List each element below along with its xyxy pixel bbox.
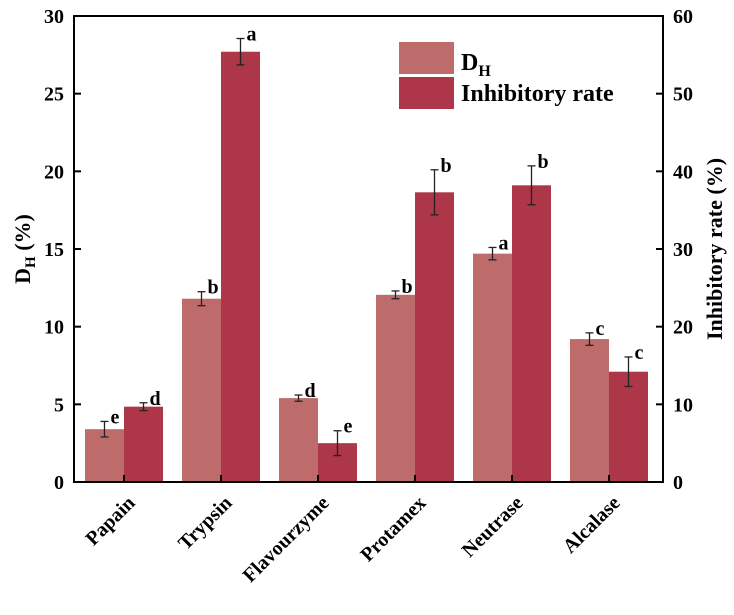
significance-letter: b — [538, 151, 549, 173]
significance-letter: a — [247, 24, 257, 46]
x-tick-label: Papain — [82, 492, 140, 550]
left-tick-label: 20 — [44, 161, 64, 183]
x-tick-label: Alcalase — [559, 492, 625, 558]
x-tick-label: Flavourzyme — [239, 492, 334, 587]
significance-letter: b — [441, 155, 452, 177]
right-tick-label: 20 — [673, 317, 693, 339]
right-tick-label: 40 — [673, 161, 693, 183]
left-tick-label: 15 — [44, 239, 64, 261]
right-tick-label: 30 — [673, 239, 693, 261]
legend-label-dh: DH — [461, 50, 491, 80]
significance-letter: e — [344, 416, 353, 438]
bar-inhibitory — [609, 371, 648, 482]
x-tick-label: Trypsin — [174, 492, 236, 554]
significance-letter: b — [208, 277, 219, 299]
significance-letter: e — [111, 406, 120, 428]
bar-dh — [279, 398, 318, 482]
bar-dh — [473, 253, 512, 482]
right-tick-label: 60 — [673, 6, 693, 28]
x-tick-label: Protamex — [356, 492, 430, 566]
bar-dh — [570, 339, 609, 482]
legend-label-inhibitory: Inhibitory rate — [461, 81, 614, 107]
legend-swatch-inhibitory — [399, 77, 454, 109]
bar-inhibitory — [415, 192, 454, 482]
right-tick-label: 0 — [673, 472, 683, 494]
right-axis-label: Inhibitory rate (%) — [702, 158, 727, 340]
bar-inhibitory — [124, 406, 163, 482]
left-tick-label: 30 — [44, 6, 64, 28]
x-tick-label: Neutrase — [458, 492, 528, 562]
legend-swatch-dh — [399, 42, 454, 74]
left-tick-label: 25 — [44, 84, 64, 106]
significance-letter: b — [402, 276, 413, 298]
left-tick-label: 10 — [44, 317, 64, 339]
significance-letter: a — [499, 232, 509, 254]
bar-inhibitory — [221, 51, 260, 483]
left-tick-label: 0 — [54, 472, 64, 494]
legend: DH Inhibitory rate — [399, 42, 614, 109]
bar-dh — [85, 429, 124, 482]
plot-frame — [73, 15, 664, 483]
right-tick-label: 10 — [673, 394, 693, 416]
bar-inhibitory — [512, 185, 551, 482]
left-tick-label: 5 — [54, 394, 64, 416]
significance-letter: c — [596, 318, 605, 340]
significance-letter: c — [635, 342, 644, 364]
left-axis-label: DH (%) — [10, 214, 39, 284]
right-tick-label: 50 — [673, 84, 693, 106]
bar-dh — [376, 294, 415, 482]
bar-dh — [182, 298, 221, 482]
significance-letter: d — [150, 388, 161, 410]
significance-letter: d — [305, 380, 316, 402]
